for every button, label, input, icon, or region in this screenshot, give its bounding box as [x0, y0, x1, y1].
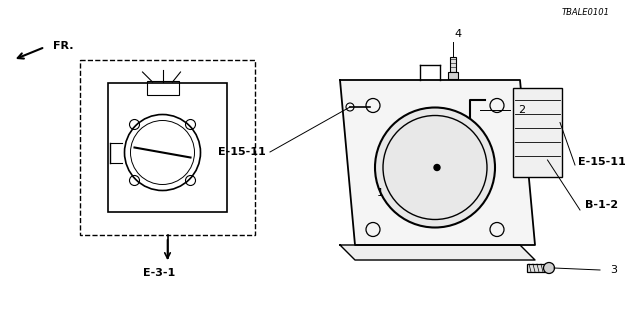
Circle shape	[375, 108, 495, 228]
Text: 4: 4	[454, 29, 461, 39]
Text: E-3-1: E-3-1	[143, 268, 175, 278]
FancyBboxPatch shape	[448, 72, 458, 79]
Text: 1: 1	[376, 188, 383, 197]
Text: E-15-11: E-15-11	[578, 157, 626, 167]
Circle shape	[543, 262, 554, 274]
Text: 3: 3	[610, 265, 617, 275]
FancyBboxPatch shape	[450, 57, 456, 72]
Text: E-15-11: E-15-11	[218, 147, 266, 157]
Text: 2: 2	[518, 105, 525, 115]
Text: B-1-2: B-1-2	[585, 200, 618, 210]
Text: FR.: FR.	[53, 41, 74, 51]
Polygon shape	[340, 80, 535, 245]
Text: TBALE0101: TBALE0101	[562, 7, 610, 17]
FancyBboxPatch shape	[527, 264, 545, 272]
FancyBboxPatch shape	[513, 88, 562, 177]
Circle shape	[434, 164, 440, 171]
Polygon shape	[340, 245, 535, 260]
